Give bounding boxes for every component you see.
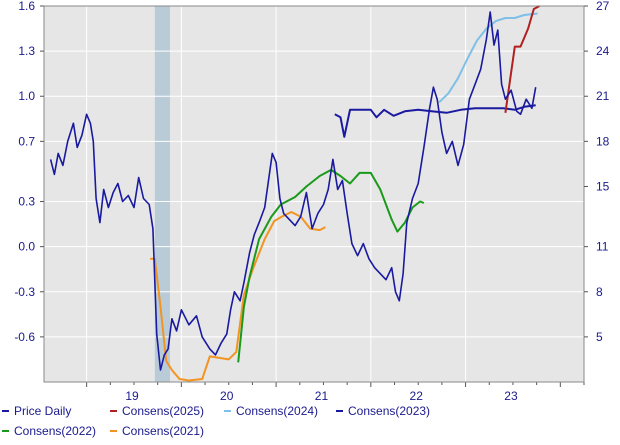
x-tick-label: 19 [125, 389, 139, 403]
y-right-tick-label: 18 [596, 134, 610, 148]
y-right-tick-label: 5 [596, 330, 603, 344]
series-line-price-daily [49, 11, 537, 371]
y-left-tick-label: 0.0 [18, 240, 35, 254]
series-line-consens-2024 [438, 12, 538, 104]
y-left-tick-label: 1.0 [18, 89, 35, 103]
series-line-consens-2022 [237, 168, 425, 363]
series-line-consens-2021 [150, 211, 326, 382]
y-right-tick-label: 8 [596, 285, 603, 299]
y-left-tick-label: 1.3 [18, 44, 35, 58]
plot-background [44, 6, 584, 382]
x-tick-label: 23 [504, 389, 518, 403]
y-left-tick-label: 0.3 [18, 195, 35, 209]
y-left-tick-label: -0.6 [14, 330, 35, 344]
legend: Price Daily Consens(2025) Consens(2024) Con… [2, 404, 430, 438]
y-left-tick-label: -0.3 [14, 285, 35, 299]
grid-layer [44, 5, 585, 387]
legend-label: Consens(2025) [122, 404, 204, 418]
x-tick-label: 21 [315, 389, 329, 403]
y-right-tick-label: 27 [596, 0, 610, 13]
x-tick-label: 20 [220, 389, 234, 403]
y-left-tick-label: 0.7 [18, 134, 35, 148]
series-line-consens-2023 [334, 104, 536, 138]
x-tick-label: 22 [410, 389, 424, 403]
y-right-tick-label: 21 [596, 89, 610, 103]
series-line-consens-2025 [504, 5, 540, 113]
y-left-tick-label: 1.6 [18, 0, 35, 13]
right-axis-labels: 27 24 21 18 15 11 8 5 [584, 0, 610, 344]
plot-frame [43, 5, 585, 383]
legend-label: Consens(2021) [122, 424, 204, 438]
legend-label: Consens(2024) [236, 404, 318, 418]
y-right-tick-label: 24 [596, 44, 610, 58]
y-right-tick-label: 11 [596, 240, 609, 254]
legend-label: Consens(2022) [14, 424, 96, 438]
legend-label: Price Daily [14, 404, 71, 418]
legend-label: Consens(2023) [348, 404, 430, 418]
left-axis-labels: 1.6 1.3 1.0 0.7 0.3 0.0 -0.3 -0.6 [14, 0, 44, 344]
x-axis-labels: 19 20 21 22 23 [125, 389, 518, 403]
series-layer [49, 5, 540, 382]
y-right-tick-label: 15 [596, 179, 610, 193]
